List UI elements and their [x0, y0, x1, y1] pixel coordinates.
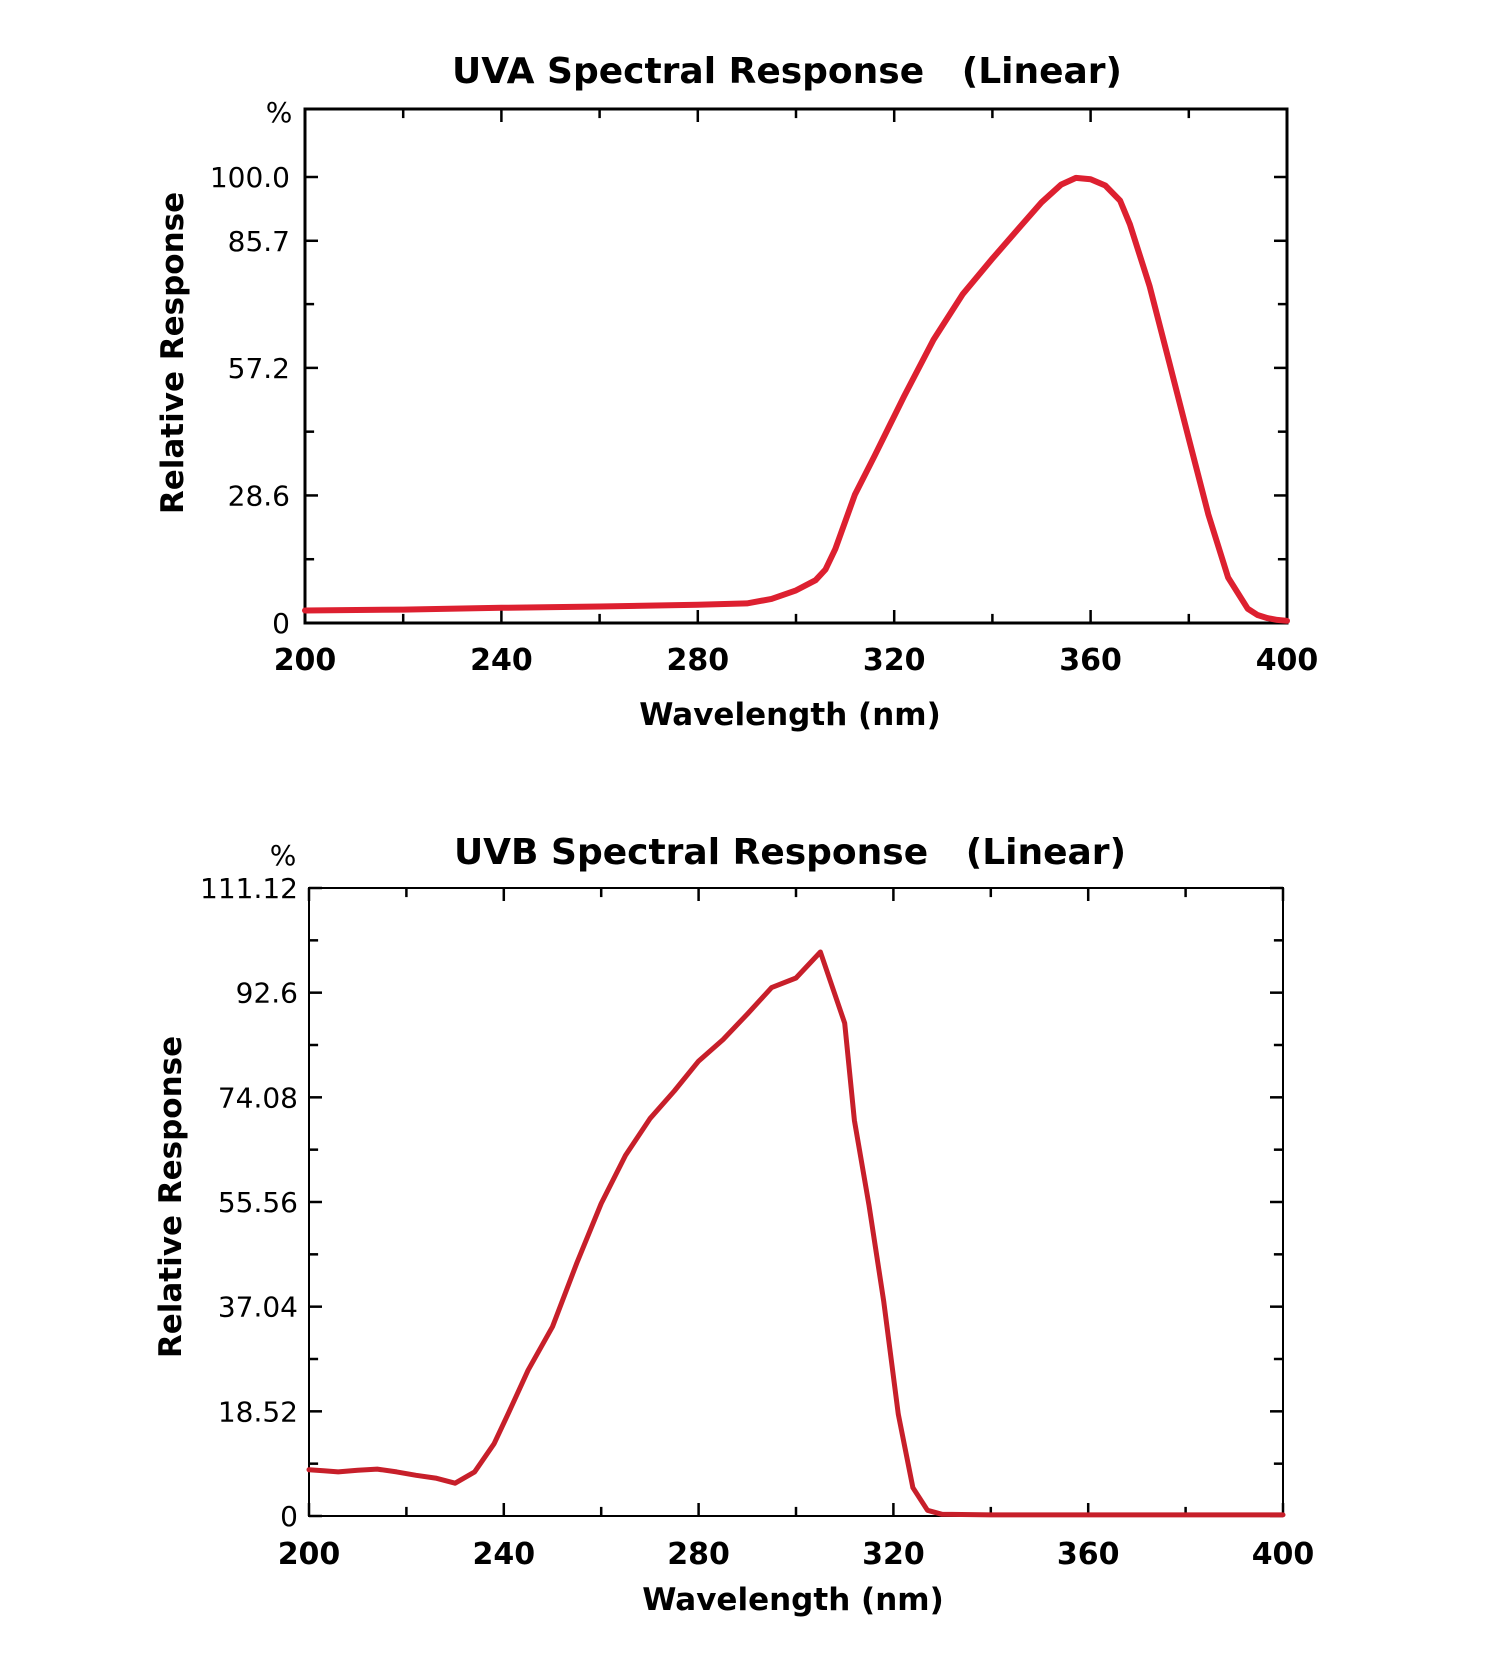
uvb-x-axis-title: Wavelength (nm): [642, 1582, 944, 1618]
x-tick-label: 320: [863, 643, 926, 678]
uvb-y-unit: %: [270, 839, 297, 872]
uva-chart: UVA Spectral Response (Linear) % Relativ…: [0, 0, 1500, 800]
uva-y-axis-title: Relative Response: [155, 192, 191, 514]
uva-ticks: [303, 109, 1289, 625]
y-tick-label: 85.7: [228, 225, 290, 258]
uva-x-axis-title: Wavelength (nm): [639, 697, 941, 733]
uvb-series: [306, 949, 1286, 1518]
x-tick-label: 400: [1256, 643, 1319, 678]
uva-response-line: [302, 174, 1290, 624]
uva-y-unit: %: [266, 96, 293, 129]
y-tick-label: 100.0: [210, 161, 290, 194]
y-tick-label: 0: [280, 1500, 298, 1533]
x-tick-label: 360: [1057, 1537, 1120, 1572]
x-tick-label: 360: [1059, 643, 1122, 678]
y-tick-label: 37.04: [218, 1291, 298, 1324]
uva-plot-frame: [303, 107, 1289, 625]
x-tick-label: 240: [472, 1537, 535, 1572]
y-tick-label: 18.52: [218, 1395, 298, 1428]
uvb-response-line: [306, 949, 1286, 1518]
uvb-ticks: [307, 886, 1285, 1518]
x-tick-label: 400: [1252, 1537, 1315, 1572]
uvb-chart: UVB Spectral Response (Linear) % Relativ…: [0, 800, 1500, 1670]
uvb-chart-svg: UVB Spectral Response (Linear) % Relativ…: [153, 832, 1314, 1618]
uva-series: [302, 174, 1290, 624]
x-tick-label: 200: [274, 643, 337, 678]
y-tick-label: 57.2: [228, 352, 290, 385]
x-tick-label: 320: [862, 1537, 925, 1572]
uva-tick-labels: 200 240 280 320 360 400 0 28.6 57.2 85.7 100.0: [210, 161, 1318, 678]
x-tick-label: 280: [666, 643, 729, 678]
uvb-tick-labels: 200 240 280 320 360 400 0 18.52 37.04 55.56 74.08 9…: [200, 872, 1314, 1572]
x-tick-label: 280: [667, 1537, 730, 1572]
y-tick-label: 74.08: [218, 1081, 298, 1114]
y-tick-label: 55.56: [218, 1186, 298, 1219]
x-tick-label: 240: [470, 643, 533, 678]
y-tick-label: 0: [272, 607, 290, 640]
uva-chart-title: UVA Spectral Response (Linear): [452, 51, 1122, 92]
y-tick-label: 111.12: [200, 872, 298, 905]
uvb-chart-title: UVB Spectral Response (Linear): [454, 832, 1126, 873]
y-tick-label: 28.6: [228, 479, 290, 512]
y-tick-label: 92.6: [236, 977, 298, 1010]
x-tick-label: 200: [278, 1537, 341, 1572]
uvb-plot-frame: [308, 887, 1284, 1517]
uvb-y-axis-title: Relative Response: [153, 1036, 189, 1358]
uva-chart-svg: UVA Spectral Response (Linear) % Relativ…: [155, 51, 1318, 733]
